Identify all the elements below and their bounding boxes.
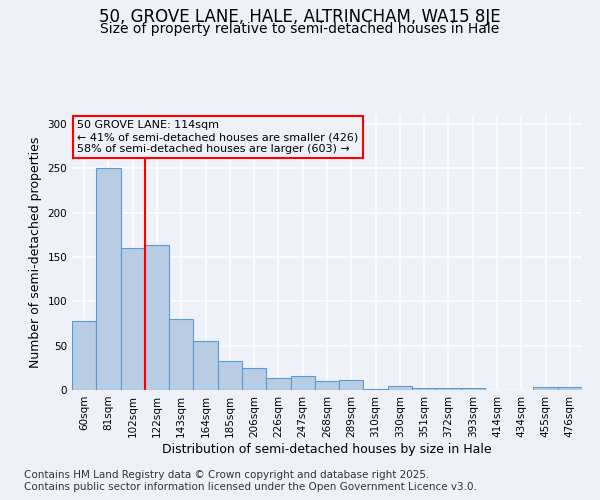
Bar <box>461 388 485 390</box>
Text: Contains public sector information licensed under the Open Government Licence v3: Contains public sector information licen… <box>24 482 477 492</box>
Bar <box>145 246 169 390</box>
Bar <box>558 388 582 390</box>
Bar <box>169 319 193 390</box>
Y-axis label: Number of semi-detached properties: Number of semi-detached properties <box>29 137 42 368</box>
Text: Size of property relative to semi-detached houses in Hale: Size of property relative to semi-detach… <box>100 22 500 36</box>
Bar <box>364 389 388 390</box>
Bar <box>315 381 339 390</box>
Bar <box>242 368 266 390</box>
Text: 50 GROVE LANE: 114sqm
← 41% of semi-detached houses are smaller (426)
58% of sem: 50 GROVE LANE: 114sqm ← 41% of semi-deta… <box>77 120 358 154</box>
Bar <box>72 321 96 390</box>
Bar <box>339 380 364 390</box>
Bar <box>533 388 558 390</box>
Bar <box>121 248 145 390</box>
Bar <box>96 168 121 390</box>
Bar <box>412 388 436 390</box>
Text: 50, GROVE LANE, HALE, ALTRINCHAM, WA15 8JE: 50, GROVE LANE, HALE, ALTRINCHAM, WA15 8… <box>99 8 501 26</box>
X-axis label: Distribution of semi-detached houses by size in Hale: Distribution of semi-detached houses by … <box>162 442 492 456</box>
Bar <box>388 386 412 390</box>
Bar <box>218 360 242 390</box>
Bar <box>193 341 218 390</box>
Bar <box>290 376 315 390</box>
Text: Contains HM Land Registry data © Crown copyright and database right 2025.: Contains HM Land Registry data © Crown c… <box>24 470 430 480</box>
Bar <box>266 378 290 390</box>
Bar <box>436 388 461 390</box>
